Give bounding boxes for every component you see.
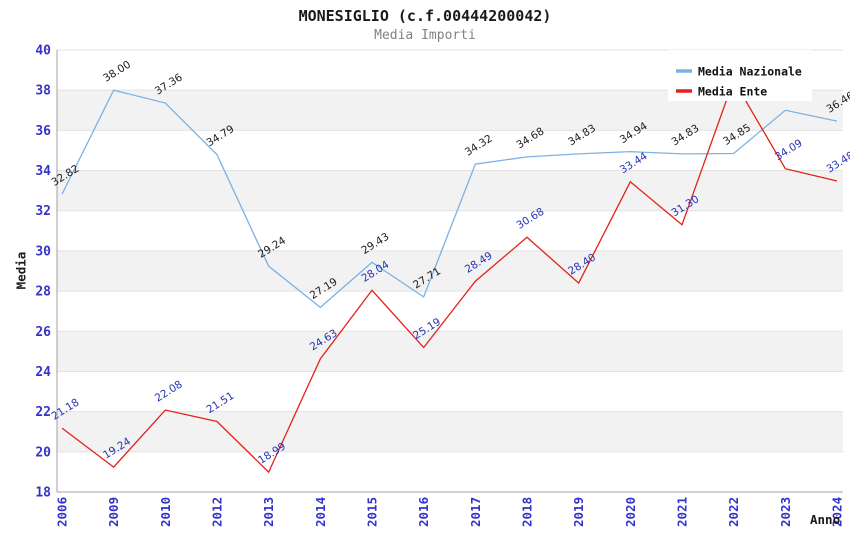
x-tick-label: 2010 [158,497,173,527]
x-tick-label: 2009 [106,497,121,527]
plot-band [57,130,843,171]
y-tick-label: 20 [35,445,51,460]
x-axis-title: Anno [810,512,841,527]
x-tick-label: 2021 [675,497,690,527]
x-tick-label: 2022 [726,497,741,527]
x-tick-label: 2017 [468,497,483,527]
chart-subtitle: Media Importi [374,28,476,43]
series-line-media-ente [61,78,838,474]
x-tick-label: 2015 [365,497,380,527]
x-tick-label: 2016 [416,497,431,527]
x-tick-label: 2014 [313,497,328,527]
plot-band [57,250,843,292]
x-tick-label: 2023 [778,497,793,527]
plot-band [57,331,843,372]
legend-label-media-ente: Media Ente [698,85,767,99]
y-tick-label: 38 [35,84,51,99]
y-tick-label: 40 [35,44,51,59]
y-tick-label: 26 [35,325,51,340]
y-tick-label: 24 [35,365,51,380]
x-tick-label: 2013 [261,497,276,527]
chart-title: MONESIGLIO (c.f.00444200042) [298,7,552,25]
x-tick-label: 2024 [830,497,845,527]
y-tick-label: 32 [35,204,51,219]
y-tick-label: 36 [35,124,51,139]
x-tick-label: 2020 [623,497,638,527]
y-tick-label: 34 [35,164,51,179]
y-tick-label: 28 [35,285,51,300]
plot-band [57,451,843,492]
plot-band [57,291,843,332]
plot-band [57,170,843,211]
plot-band [57,371,843,412]
x-tick-label: 2019 [571,497,586,527]
y-tick-label: 18 [35,486,51,501]
x-tick-label: 2018 [520,497,535,527]
x-tick-label: 2006 [55,497,70,527]
legend-label-media-nazionale: Media Nazionale [698,65,802,79]
plot-band [57,411,843,452]
y-axis-title: Media [13,251,29,290]
y-tick-label: 22 [35,405,51,420]
y-tick-label: 30 [35,244,51,259]
x-tick-label: 2012 [210,497,225,527]
